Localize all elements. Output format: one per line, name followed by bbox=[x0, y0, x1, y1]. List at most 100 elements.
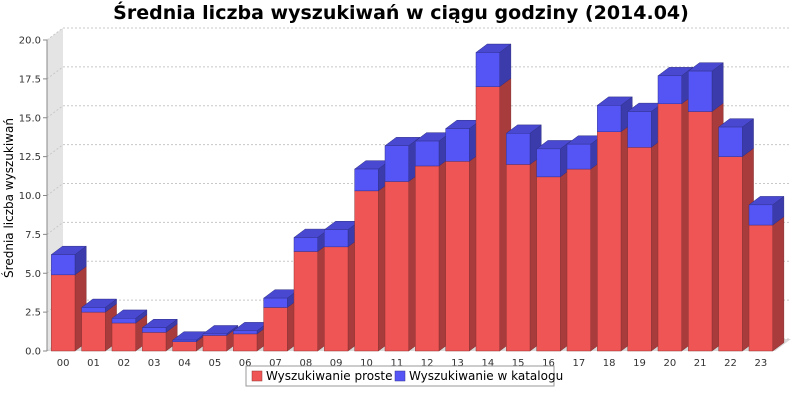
gridline-left bbox=[46, 183, 64, 196]
bar-front bbox=[293, 251, 318, 352]
bar-front bbox=[81, 311, 106, 352]
bar-simple-09 bbox=[323, 237, 360, 352]
bar-front bbox=[627, 111, 652, 148]
y-tick-label: 15.0 bbox=[19, 113, 41, 124]
x-tick-label: 23 bbox=[754, 358, 767, 369]
x-tick-label: 05 bbox=[208, 358, 221, 369]
bar-front bbox=[536, 148, 561, 178]
x-tick-label: 03 bbox=[148, 358, 161, 369]
y-tick-label: 10.0 bbox=[19, 191, 41, 202]
x-tick-label: 13 bbox=[451, 358, 464, 369]
bar-catalog-11 bbox=[384, 136, 421, 183]
x-tick-label: 20 bbox=[663, 358, 676, 369]
bar-catalog-22 bbox=[717, 118, 755, 158]
bar-catalog-20 bbox=[657, 66, 694, 105]
bar-front bbox=[657, 103, 682, 352]
bar-front bbox=[627, 147, 652, 352]
bar-front bbox=[111, 322, 136, 352]
bar-simple-17 bbox=[566, 160, 603, 352]
legend: Wyszukiwanie proste Wyszukiwanie w katalo… bbox=[245, 365, 563, 387]
bar-front bbox=[475, 86, 500, 352]
plot-area: 0.0 2.5 5.0 7.5 10.0 12.5 15.0 17.5 20.0 00 01 02 03… bbox=[19, 27, 791, 369]
bar-front bbox=[445, 128, 470, 162]
bar-front bbox=[172, 341, 197, 352]
bar-simple-21 bbox=[687, 102, 724, 352]
bar-simple-14 bbox=[475, 77, 512, 352]
gridline-left bbox=[46, 27, 64, 41]
legend-swatch-catalog bbox=[394, 370, 406, 382]
x-tick-label: 10 bbox=[360, 358, 373, 369]
x-tick-label: 16 bbox=[542, 358, 555, 369]
y-tick-label: 0.0 bbox=[25, 347, 41, 358]
x-tick-label: 14 bbox=[481, 358, 494, 369]
bar-front bbox=[51, 254, 76, 276]
x-tick-label: 00 bbox=[57, 358, 70, 369]
legend-label-catalog: Wyszukiwanie w katalogu bbox=[409, 369, 563, 383]
bar-front bbox=[536, 176, 561, 352]
bar-simple-23 bbox=[748, 216, 785, 352]
bar-front bbox=[51, 274, 76, 352]
bar-simple-12 bbox=[414, 157, 451, 352]
bar-front bbox=[566, 168, 591, 352]
bar-front bbox=[233, 330, 258, 335]
bar-catalog-13 bbox=[444, 119, 482, 162]
gridline-left bbox=[46, 66, 64, 80]
bar-front bbox=[233, 333, 258, 352]
y-tick-label: 5.0 bbox=[25, 269, 41, 280]
bar-catalog-12 bbox=[414, 132, 451, 167]
x-tick-label: 21 bbox=[694, 358, 707, 369]
bar-front bbox=[506, 133, 531, 165]
bar-catalog-21 bbox=[687, 62, 724, 113]
bar-front bbox=[293, 237, 318, 252]
y-tick-label: 12.5 bbox=[19, 152, 41, 163]
bar-catalog-01 bbox=[80, 298, 118, 313]
bar-front bbox=[384, 145, 409, 182]
bar-front bbox=[324, 246, 349, 352]
bar-front bbox=[688, 70, 713, 112]
bar-catalog-16 bbox=[535, 139, 573, 178]
x-tick-label: 19 bbox=[633, 358, 646, 369]
bar-front bbox=[354, 168, 379, 192]
y-tick-label: 7.5 bbox=[25, 230, 41, 241]
chart-title: Średnia liczba wyszukiwań w ciągu godzin… bbox=[113, 0, 689, 24]
bar-catalog-03 bbox=[141, 318, 178, 333]
bar-front bbox=[445, 161, 470, 352]
bar-simple-00 bbox=[50, 265, 87, 352]
y-tick-label: 2.5 bbox=[25, 308, 41, 319]
bar-catalog-05 bbox=[202, 324, 239, 336]
bar-side bbox=[772, 216, 785, 352]
bar-simple-19 bbox=[626, 138, 664, 352]
legend-swatch-simple bbox=[251, 370, 263, 382]
bar-front bbox=[688, 111, 713, 352]
x-tick-label: 22 bbox=[724, 358, 737, 369]
bar-front bbox=[263, 297, 288, 308]
bar-simple-22 bbox=[717, 147, 755, 352]
bar-catalog-02 bbox=[111, 309, 148, 324]
bar-simple-16 bbox=[535, 167, 573, 352]
gridline-left bbox=[46, 221, 64, 235]
y-tick-label: 20.0 bbox=[19, 36, 41, 47]
bar-front bbox=[718, 156, 743, 352]
bar-catalog-18 bbox=[596, 96, 633, 133]
bar-front bbox=[657, 75, 682, 105]
bar-simple-10 bbox=[353, 181, 391, 352]
bar-front bbox=[475, 52, 500, 87]
bar-simple-11 bbox=[384, 172, 421, 352]
bar-front bbox=[748, 204, 773, 226]
bar-front bbox=[142, 327, 167, 333]
bar-front bbox=[506, 164, 531, 352]
x-tick-label: 11 bbox=[390, 358, 403, 369]
bar-catalog-17 bbox=[566, 135, 603, 170]
bar-front bbox=[384, 181, 409, 352]
bar-front bbox=[415, 140, 440, 167]
bar-catalog-04 bbox=[171, 331, 209, 343]
x-tick-label: 07 bbox=[269, 358, 282, 369]
bar-front bbox=[718, 126, 743, 157]
x-tick-label: 18 bbox=[603, 358, 616, 369]
bar-simple-13 bbox=[444, 152, 482, 352]
bar-simple-18 bbox=[596, 122, 633, 352]
bar-catalog-14 bbox=[475, 43, 512, 88]
bar-simple-15 bbox=[505, 155, 542, 352]
legend-label-simple: Wyszukiwanie proste bbox=[266, 369, 392, 383]
